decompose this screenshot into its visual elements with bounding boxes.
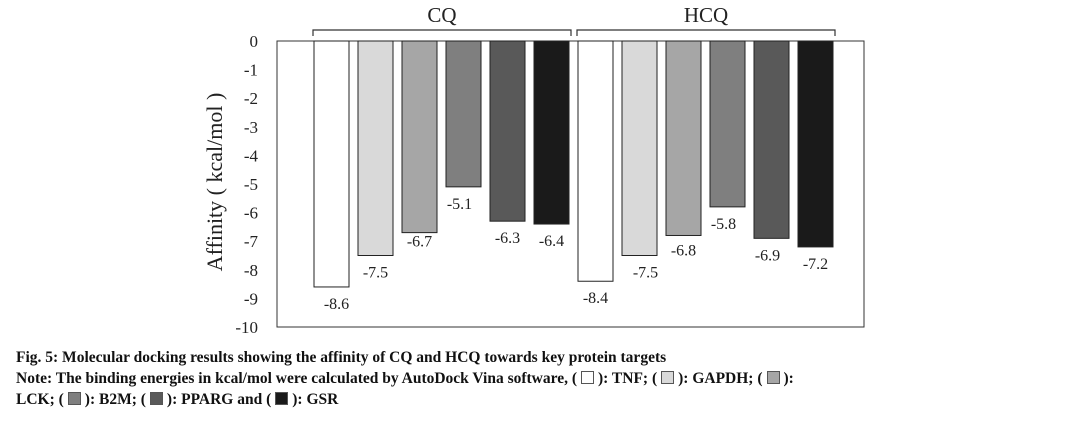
bar-tnf-cq bbox=[313, 40, 350, 288]
data-label-lck-hcq: -6.8 bbox=[671, 242, 696, 259]
caption-note-line: Note: The binding energies in kcal/mol w… bbox=[16, 368, 1066, 389]
bar-b2m-hcq bbox=[709, 40, 746, 208]
bar-tnf-hcq bbox=[577, 40, 614, 282]
data-label-pparg-cq: -6.3 bbox=[495, 230, 520, 247]
data-label-gsr-hcq: -7.2 bbox=[803, 256, 828, 273]
caption-legend-pparg: ): PPARG and ( bbox=[166, 391, 272, 408]
bar-lck-hcq bbox=[665, 40, 702, 236]
legend-swatch-tnf bbox=[581, 371, 595, 384]
bar-lck-cq bbox=[401, 40, 438, 234]
data-label-b2m-cq: -5.1 bbox=[447, 196, 472, 213]
bar-gsr-hcq bbox=[797, 40, 834, 248]
y-tick-label: -5 bbox=[244, 175, 258, 194]
group-bracket-cq bbox=[312, 29, 572, 36]
data-label-gapdh-cq: -7.5 bbox=[363, 265, 388, 282]
y-tick-label: -2 bbox=[244, 89, 258, 108]
data-label-tnf-hcq: -8.4 bbox=[583, 290, 608, 307]
bar-pparg-hcq bbox=[753, 40, 790, 239]
legend-swatch-lck bbox=[766, 371, 780, 384]
data-label-lck-cq: -6.7 bbox=[407, 234, 432, 251]
legend-swatch-gsr bbox=[275, 392, 289, 405]
y-tick-label: -7 bbox=[244, 232, 259, 251]
bar-gapdh-cq bbox=[357, 40, 394, 256]
bar-pparg-cq bbox=[489, 40, 526, 222]
y-tick-label: -9 bbox=[244, 289, 258, 308]
affinity-bar-chart: 0 -1 -2 -3 -4 -5 -6 -7 -8 -9 -10 Affinity ( kcal/mo… bbox=[202, 3, 865, 337]
bar-gsr-cq bbox=[533, 40, 570, 225]
plot-frame bbox=[276, 40, 865, 328]
y-tick-label: -3 bbox=[244, 118, 258, 137]
y-tick-label: -10 bbox=[235, 318, 258, 337]
group-label-cq: CQ bbox=[427, 3, 456, 27]
caption-title: Fig. 5: Molecular docking results showin… bbox=[16, 349, 667, 366]
data-label-gsr-cq: -6.4 bbox=[539, 233, 564, 250]
y-tick-label: -1 bbox=[244, 61, 258, 80]
caption-legend-gapdh: ): GAPDH; ( bbox=[678, 370, 763, 387]
y-tick-label: 0 bbox=[250, 32, 259, 51]
caption-legend-gsr: ): GSR bbox=[292, 391, 339, 408]
y-tick-label: -6 bbox=[244, 204, 258, 223]
caption-note-prefix: Note: The binding energies in kcal/mol w… bbox=[16, 370, 578, 387]
legend-swatch-pparg bbox=[149, 392, 163, 405]
figure-caption: Fig. 5: Molecular docking results showin… bbox=[16, 347, 1066, 410]
group-bracket-hcq bbox=[576, 29, 836, 36]
caption-legend-tnf: ): TNF; ( bbox=[598, 370, 658, 387]
data-label-gapdh-hcq: -7.5 bbox=[633, 265, 658, 282]
bar-gapdh-hcq bbox=[621, 40, 658, 256]
data-label-tnf-cq: -8.6 bbox=[324, 296, 349, 313]
caption-legend-lck: LCK; ( bbox=[16, 391, 64, 408]
caption-legend-lck-end: ): bbox=[783, 370, 794, 387]
y-tick-label: -8 bbox=[244, 261, 258, 280]
legend-swatch-gapdh bbox=[661, 371, 675, 384]
legend-swatch-b2m bbox=[67, 392, 81, 405]
y-tick-label: -4 bbox=[244, 146, 259, 165]
group-label-hcq: HCQ bbox=[684, 3, 728, 27]
bar-b2m-cq bbox=[445, 40, 482, 188]
caption-legend-b2m: ): B2M; ( bbox=[84, 391, 146, 408]
caption-legend-line: LCK; ( ): B2M; ( ): PPARG and ( ): GSR bbox=[16, 389, 1066, 410]
data-label-pparg-hcq: -6.9 bbox=[755, 247, 780, 264]
data-label-b2m-hcq: -5.8 bbox=[711, 216, 736, 233]
y-axis-title: Affinity ( kcal/mol ) bbox=[202, 93, 227, 272]
